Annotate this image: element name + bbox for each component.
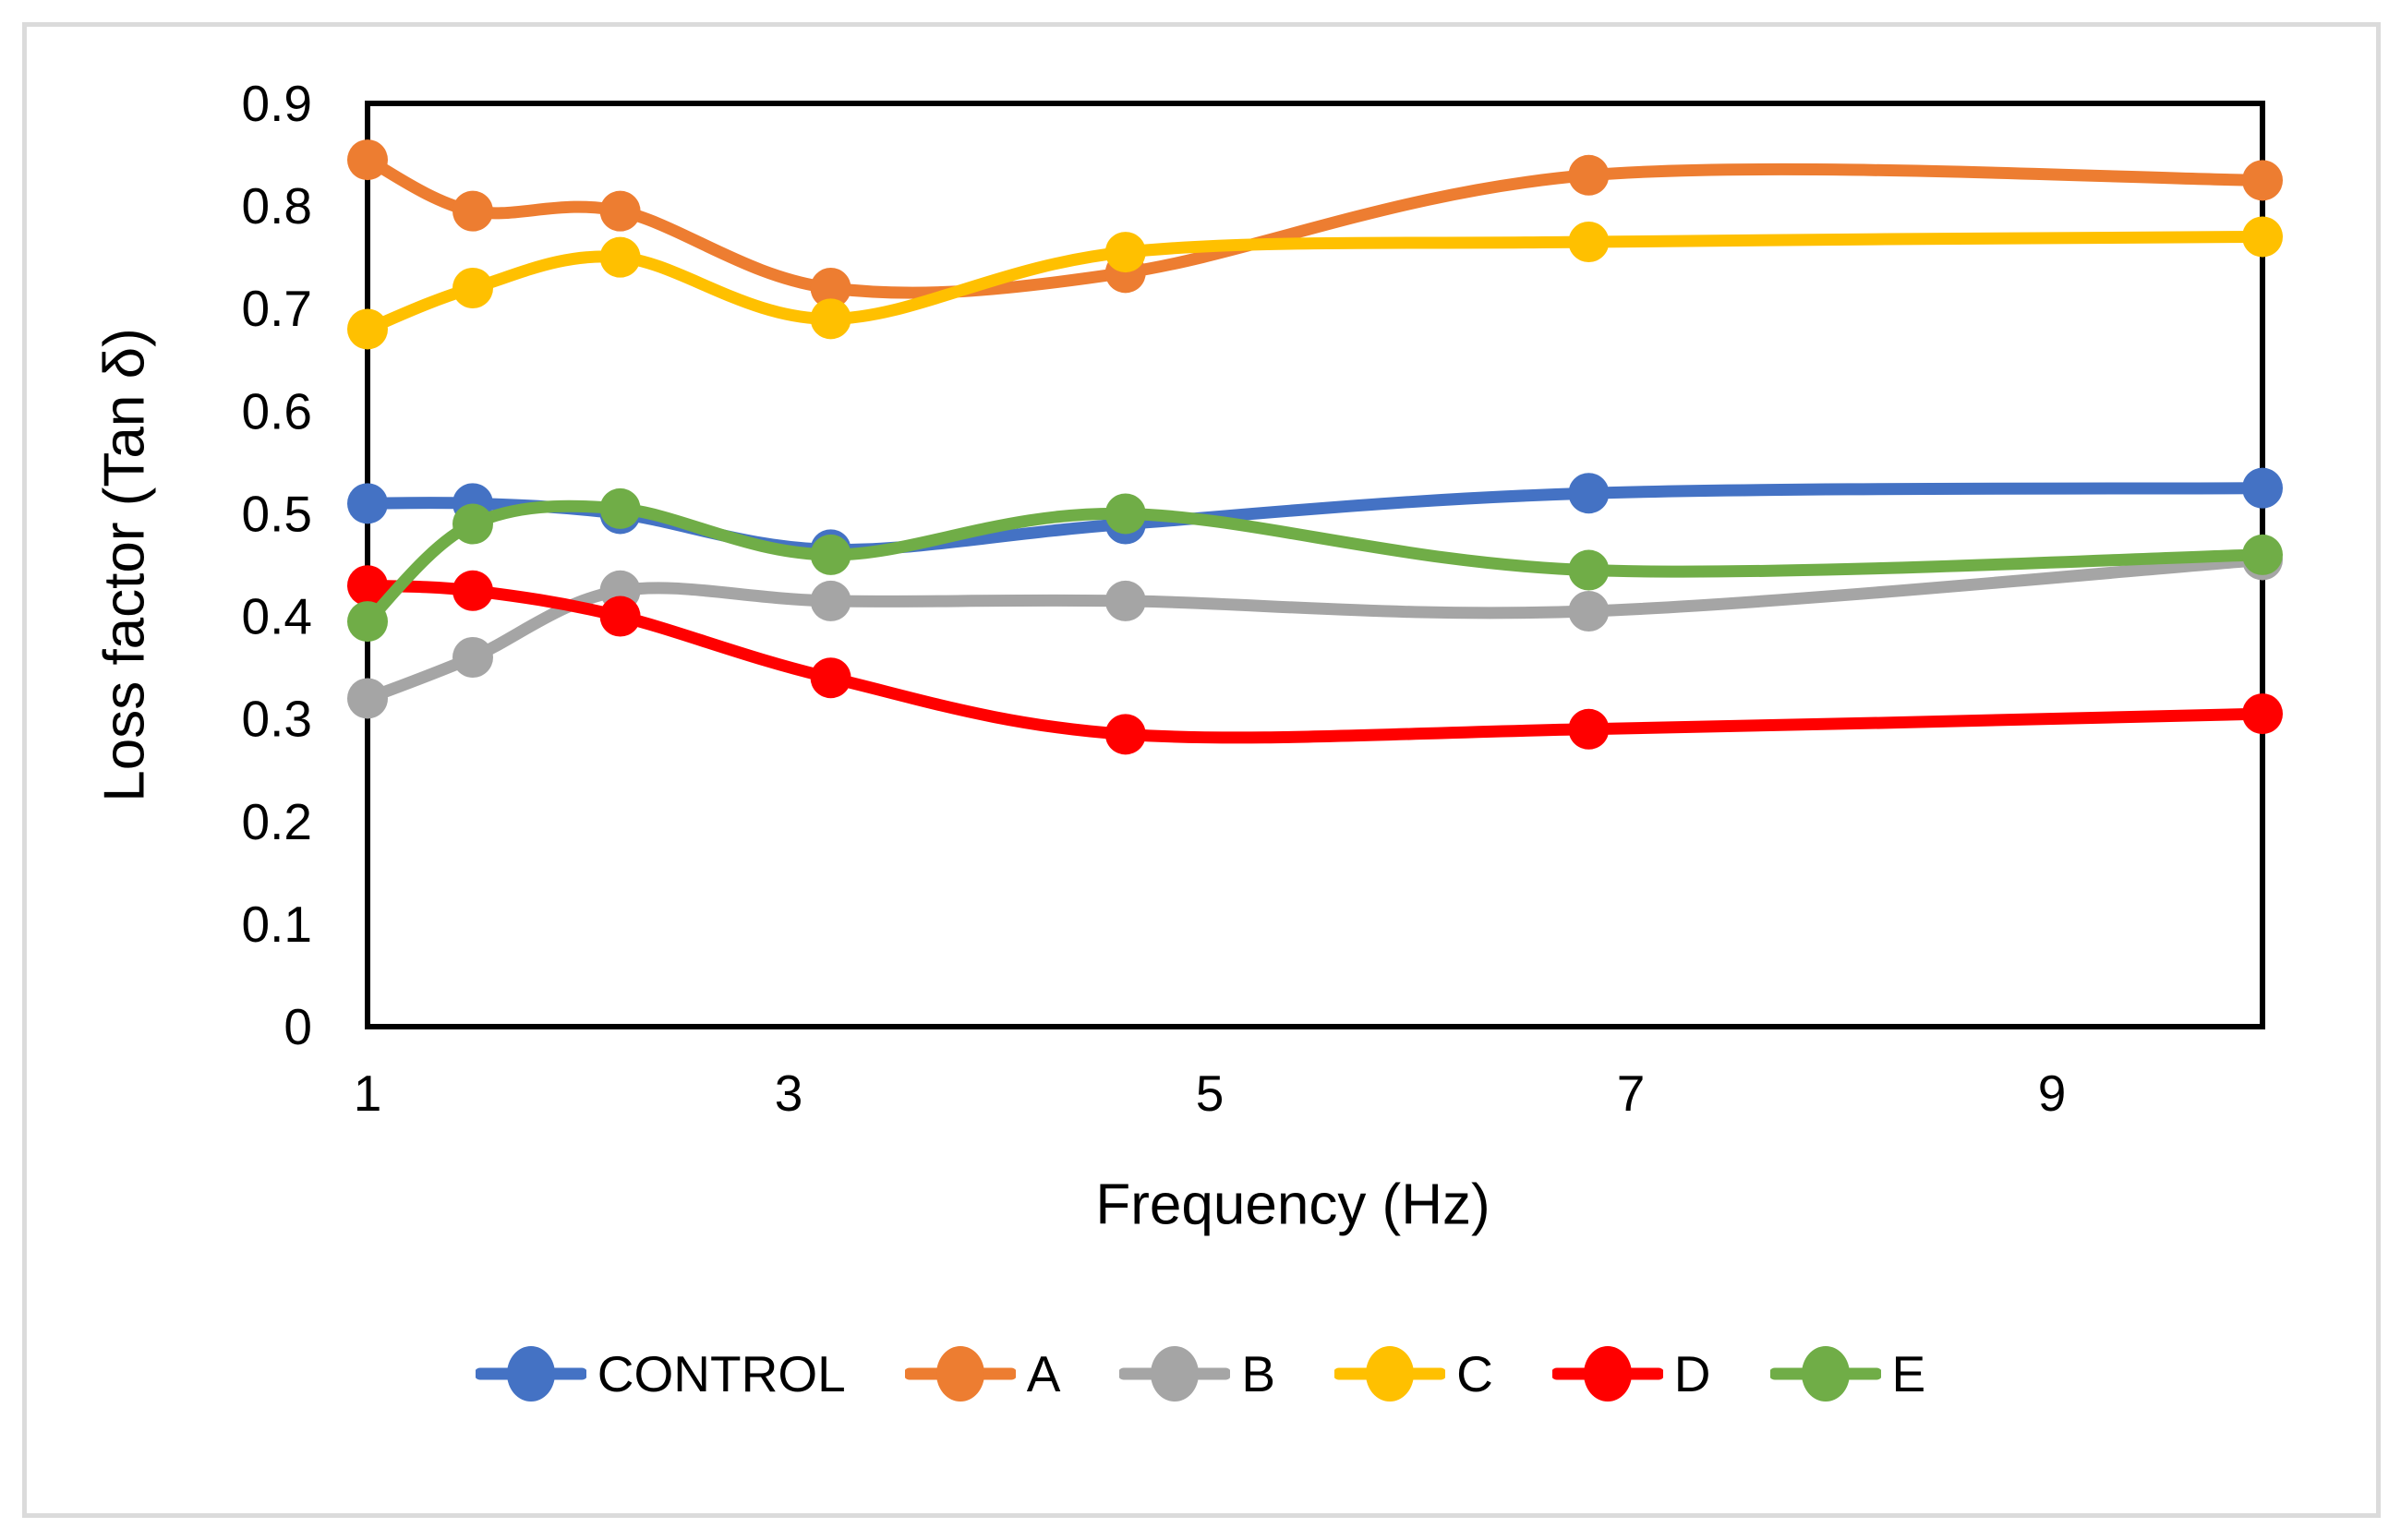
series-B-marker-4.6 (1104, 580, 1146, 621)
x-axis-title: Frequency (Hz) (1095, 1173, 1490, 1237)
series-CONTROL-marker-1 (347, 483, 388, 524)
x-tick-label-1: 1 (354, 1065, 382, 1122)
legend-swatch-A (904, 1346, 1016, 1402)
series-E-line (361, 499, 2269, 628)
series-E-marker-2.2 (599, 487, 641, 529)
series-D-marker-6.8 (1568, 708, 1610, 750)
legend-marker-icon (1583, 1346, 1632, 1402)
series-D (347, 565, 2283, 755)
chart-frame (22, 22, 2381, 1518)
series-D-marker-10 (2242, 693, 2283, 735)
series-B-marker-6.8 (1568, 591, 1610, 632)
series-D-marker-3.2 (810, 657, 851, 699)
series-D-marker-4.6 (1104, 714, 1146, 755)
legend-label-C: C (1456, 1344, 1493, 1402)
legend-marker-icon (1366, 1346, 1415, 1402)
legend-swatch-D (1551, 1346, 1663, 1402)
series-D-marker-1 (347, 565, 388, 607)
legend-item-CONTROL: CONTROL (475, 1343, 846, 1404)
y-tick-label-0: 0 (284, 998, 312, 1055)
legend-marker-icon (1801, 1346, 1850, 1402)
legend-label-E: E (1891, 1344, 1926, 1402)
y-tick-label-0.7: 0.7 (242, 280, 312, 337)
legend-marker-icon (935, 1346, 984, 1402)
series-C-marker-2.2 (599, 236, 641, 278)
legend-item-E: E (1769, 1343, 1926, 1404)
series-E (347, 487, 2283, 643)
y-tick-label-0.6: 0.6 (242, 382, 312, 439)
legend-item-D: D (1551, 1343, 1711, 1404)
legend-swatch-B (1119, 1346, 1231, 1402)
legend: CONTROL A B C D E (0, 1337, 2401, 1411)
series-A-marker-1.5 (452, 190, 493, 232)
legend-label-B: B (1241, 1344, 1276, 1402)
y-tick-label-0.1: 0.1 (242, 896, 312, 953)
x-tick-label-7: 7 (1617, 1065, 1646, 1122)
series-B-marker-1.5 (452, 637, 493, 678)
legend-item-B: B (1119, 1343, 1275, 1404)
series-E-marker-1 (347, 601, 388, 643)
x-axis-tick-labels: 1 3 5 7 9 (354, 1065, 2067, 1122)
y-axis-tick-labels: 0.9 0.8 0.7 0.6 0.5 0.4 0.3 0.2 0.1 0 (242, 75, 312, 1055)
series-A-marker-3.2 (810, 268, 851, 308)
series-E-marker-1.5 (452, 503, 493, 545)
series-C-marker-4.6 (1104, 232, 1146, 273)
x-tick-label-9: 9 (2038, 1065, 2067, 1122)
series-A-marker-1 (347, 139, 388, 181)
series-C-marker-3.2 (810, 298, 851, 340)
series-B-marker-1 (347, 678, 388, 719)
y-axis-title: Loss factor (Tan δ) (93, 328, 157, 801)
y-tick-label-0.3: 0.3 (242, 691, 312, 748)
series-D-line (361, 579, 2269, 744)
series-A-line (361, 153, 2269, 299)
series-C-line (361, 230, 2269, 335)
series-B-marker-3.2 (810, 580, 851, 621)
series-C (347, 216, 2283, 350)
series-D-marker-1.5 (452, 570, 493, 611)
series-B-line (361, 553, 2269, 704)
series-A-marker-2.2 (599, 190, 641, 232)
series-A-marker-10 (2242, 160, 2283, 201)
legend-swatch-E (1769, 1346, 1881, 1402)
series-CONTROL-marker-6.8 (1568, 473, 1610, 514)
series-A-marker-6.8 (1568, 154, 1610, 196)
series-E-marker-6.8 (1568, 549, 1610, 591)
x-tick-label-3: 3 (775, 1065, 803, 1122)
y-tick-label-0.8: 0.8 (242, 177, 312, 235)
series-C-marker-1.5 (452, 268, 493, 308)
legend-swatch-CONTROL (475, 1346, 586, 1402)
y-tick-label-0.4: 0.4 (242, 588, 312, 645)
legend-label-A: A (1026, 1344, 1061, 1402)
series-A (347, 139, 2283, 308)
series-C-marker-10 (2242, 216, 2283, 258)
legend-label-D: D (1673, 1344, 1711, 1402)
legend-marker-icon (506, 1346, 555, 1402)
series-D-marker-2.2 (599, 596, 641, 637)
legend-marker-icon (1151, 1346, 1200, 1402)
x-tick-label-5: 5 (1196, 1065, 1225, 1122)
y-tick-label-0.2: 0.2 (242, 793, 312, 850)
legend-item-C: C (1334, 1343, 1493, 1404)
y-tick-label-0.9: 0.9 (242, 75, 312, 132)
series-C-marker-6.8 (1568, 222, 1610, 262)
legend-item-A: A (904, 1343, 1061, 1404)
series-layer (347, 139, 2283, 755)
legend-label-CONTROL: CONTROL (597, 1344, 846, 1402)
series-E-marker-10 (2242, 534, 2283, 575)
series-CONTROL-marker-10 (2242, 467, 2283, 509)
series-C-marker-1 (347, 308, 388, 350)
legend-swatch-C (1334, 1346, 1446, 1402)
series-E-marker-3.2 (810, 534, 851, 575)
series-E-marker-4.6 (1104, 493, 1146, 535)
y-tick-label-0.5: 0.5 (242, 485, 312, 542)
